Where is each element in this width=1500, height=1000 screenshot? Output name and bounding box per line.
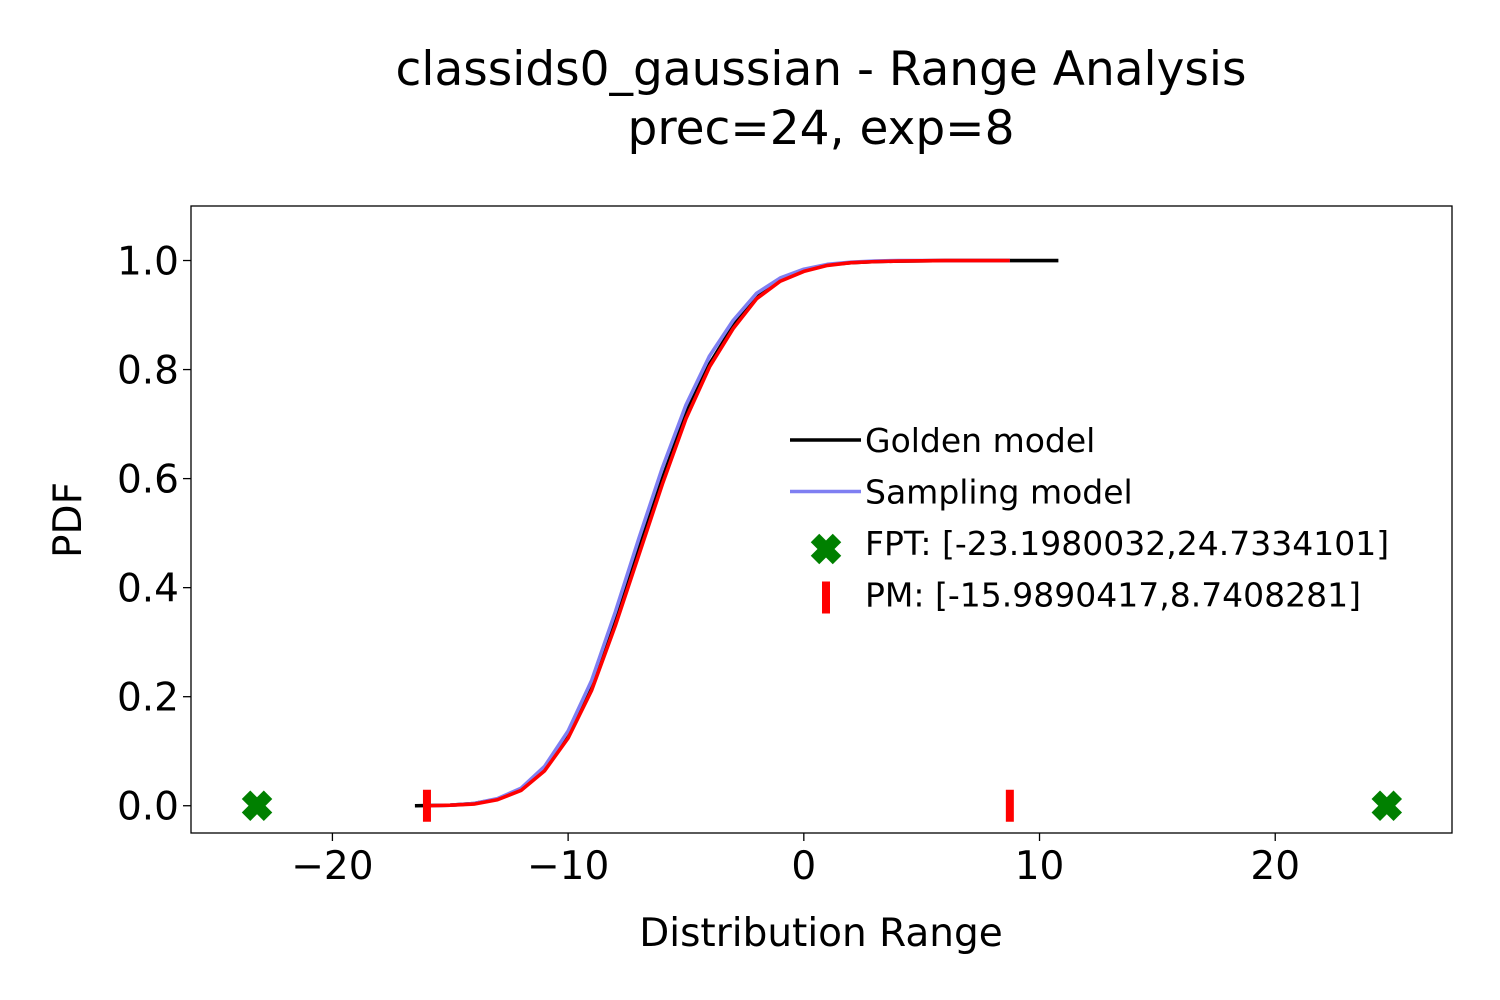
chart-title: classids0_gaussian - Range Analysis xyxy=(396,42,1247,97)
y-tick-label: 0.8 xyxy=(117,349,179,394)
x-tick-label: 20 xyxy=(1250,844,1300,889)
chart-subtitle: prec=24, exp=8 xyxy=(628,101,1015,156)
series-line-2 xyxy=(426,258,1010,808)
x-tick-label: −20 xyxy=(291,844,373,889)
y-tick-label: 0.6 xyxy=(117,458,179,503)
y-tick-label: 1.0 xyxy=(117,240,179,285)
plot-area xyxy=(241,258,1403,822)
legend-label: FPT: [-23.1980032,24.7334101] xyxy=(865,524,1389,563)
x-tick-label: 0 xyxy=(791,844,816,889)
y-tick-label: 0.0 xyxy=(117,785,179,830)
legend: Golden model Sampling model FPT: [-23.1980… xyxy=(790,421,1389,615)
y-axis: 0.0 0.2 0.4 0.6 0.8 1.0 xyxy=(117,240,191,830)
x-axis-label: Distribution Range xyxy=(639,911,1003,956)
legend-swatch xyxy=(810,533,842,565)
legend-label: Sampling model xyxy=(865,473,1133,512)
legend-entry-1: Sampling model xyxy=(790,473,1133,512)
legend-entry-2: FPT: [-23.1980032,24.7334101] xyxy=(810,524,1389,565)
fpt-marker-0 xyxy=(241,790,273,821)
x-axis: −20 −10 0 10 20 xyxy=(291,833,1300,889)
plot-frame xyxy=(190,205,1453,834)
x-tick-label: −10 xyxy=(527,844,609,889)
y-axis-label: PDF xyxy=(46,482,91,558)
y-tick-label: 0.2 xyxy=(117,676,179,721)
legend-label: Golden model xyxy=(865,421,1095,460)
x-tick-label: 10 xyxy=(1015,844,1065,889)
legend-entry-3: PM: [-15.9890417,8.7408281] xyxy=(822,576,1361,615)
y-tick-label: 0.4 xyxy=(117,567,179,612)
legend-entry-0: Golden model xyxy=(790,421,1095,460)
fpt-marker-1 xyxy=(1371,790,1403,821)
legend-label: PM: [-15.9890417,8.7408281] xyxy=(865,576,1361,615)
